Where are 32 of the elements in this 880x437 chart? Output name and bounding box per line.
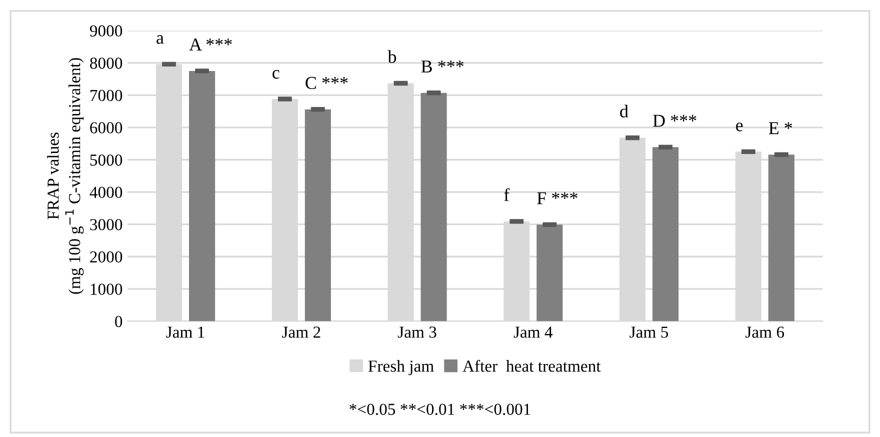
legend-label: After heat treatment xyxy=(462,360,601,372)
y-tick-label: 1000 xyxy=(90,284,122,295)
x-tick-label: Jam 3 xyxy=(398,326,436,338)
y-tick-label: 0 xyxy=(115,316,122,328)
y-tick-label: 9000 xyxy=(90,25,122,37)
legend-label: Fresh jam xyxy=(368,360,434,376)
y-tick-label: 7000 xyxy=(90,90,122,102)
y-tick-label: 4000 xyxy=(90,186,122,198)
y-tick-label: 2000 xyxy=(90,251,122,263)
y-tick-label: 3000 xyxy=(90,219,122,230)
data-label: d xyxy=(620,104,628,118)
y-tick-label: 8000 xyxy=(90,58,122,69)
data-label: E * xyxy=(768,122,792,134)
x-tick-label: Jam 2 xyxy=(282,326,320,338)
data-label: C *** xyxy=(306,76,348,90)
data-label: A *** xyxy=(189,38,232,50)
x-tick-label: Jam 1 xyxy=(166,326,204,338)
x-tick-label: Jam 6 xyxy=(746,326,784,338)
data-label: D *** xyxy=(652,114,696,127)
x-tick-label: Jam 4 xyxy=(514,326,553,338)
data-label: a xyxy=(156,35,164,44)
data-label: b xyxy=(388,50,396,63)
text: *<0.05 **<0.01 ***<0.001 xyxy=(350,404,530,416)
data-label: e xyxy=(736,122,743,132)
data-label: c xyxy=(272,70,280,79)
x-tick-label: Jam 5 xyxy=(630,326,668,338)
data-label: f xyxy=(504,188,510,201)
y-axis-title: FRAP values (mg 100 g$^{−1}$ C-vitamin equivalent) xyxy=(47,58,84,294)
data-label: F *** xyxy=(537,192,578,204)
data-label: B *** xyxy=(421,60,464,72)
y-tick-label: 5000 xyxy=(90,154,122,166)
y-tick-label: 6000 xyxy=(90,122,122,134)
